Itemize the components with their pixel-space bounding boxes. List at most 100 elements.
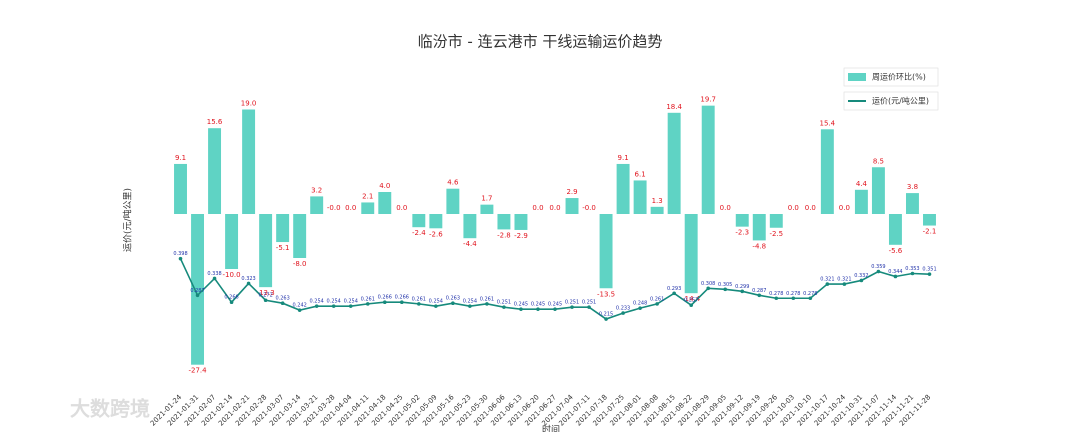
line-point bbox=[246, 281, 251, 286]
line-point bbox=[297, 308, 302, 312]
bar-value-label: -13.3 bbox=[257, 289, 275, 297]
line-value-label: 0.215 bbox=[599, 312, 613, 318]
bar bbox=[225, 214, 239, 269]
line-point bbox=[485, 302, 489, 306]
line-point bbox=[723, 287, 728, 292]
bar-value-label: 0.0 bbox=[788, 204, 799, 212]
line-value-label: 0.245 bbox=[514, 302, 528, 308]
line-point bbox=[774, 296, 779, 301]
line-value-label: 0.251 bbox=[497, 300, 511, 306]
bar-value-label: 0.0 bbox=[345, 204, 356, 212]
line-value-label: 0.299 bbox=[735, 284, 749, 290]
bar-value-label: 4.0 bbox=[379, 182, 390, 190]
bar-value-label: 0.0 bbox=[396, 204, 407, 212]
line-value-label: 0.245 bbox=[531, 302, 545, 308]
line-point bbox=[570, 305, 574, 309]
line-point bbox=[263, 298, 268, 303]
line-point bbox=[927, 272, 932, 276]
line-point bbox=[791, 296, 796, 301]
line-value-label: 0.245 bbox=[548, 302, 562, 308]
line-value-label: 0.261 bbox=[650, 296, 664, 302]
bar-value-label: -2.5 bbox=[769, 230, 783, 238]
bar-value-label: 3.8 bbox=[907, 183, 918, 191]
bar-value-label: -0.0 bbox=[327, 204, 341, 212]
line-point bbox=[893, 274, 898, 279]
bar bbox=[208, 128, 222, 214]
bar-value-label: 0.0 bbox=[720, 204, 731, 212]
line-point bbox=[195, 293, 200, 298]
bar-value-label: 2.1 bbox=[362, 192, 373, 200]
line-value-label: 0.278 bbox=[769, 291, 783, 297]
line-point bbox=[910, 271, 915, 276]
bar bbox=[514, 214, 528, 230]
line-point bbox=[314, 304, 319, 308]
line-point bbox=[348, 304, 353, 308]
line-value-label: 0.257 bbox=[684, 298, 698, 304]
line-value-label: 0.344 bbox=[888, 269, 902, 275]
line-point bbox=[876, 269, 881, 274]
bar bbox=[667, 112, 681, 214]
line-value-label: 0.263 bbox=[275, 296, 289, 302]
line-point bbox=[365, 302, 370, 306]
bar bbox=[242, 109, 256, 214]
bar bbox=[497, 214, 511, 230]
bar-value-label: 9.1 bbox=[175, 154, 186, 162]
bar-value-label: 1.7 bbox=[481, 195, 492, 203]
legend-swatch bbox=[848, 73, 866, 81]
line-value-label: 0.332 bbox=[854, 273, 868, 279]
bar bbox=[888, 214, 902, 245]
line-value-label: 0.359 bbox=[871, 264, 885, 270]
bar bbox=[429, 214, 443, 229]
bar bbox=[310, 196, 324, 214]
legend-box bbox=[843, 67, 939, 87]
line-point bbox=[689, 303, 693, 307]
bar-value-label: 3.2 bbox=[311, 186, 322, 194]
line-value-label: 0.242 bbox=[293, 303, 307, 309]
legend-label: 周运价环比(%) bbox=[872, 72, 926, 82]
bar bbox=[820, 129, 834, 214]
line-value-label: 0.287 bbox=[190, 288, 204, 294]
line-value-label: 0.323 bbox=[241, 276, 255, 282]
bar-value-label: 0.0 bbox=[549, 204, 560, 212]
line-value-label: 0.254 bbox=[327, 299, 341, 305]
bar-value-label: 0.0 bbox=[839, 204, 850, 212]
bar bbox=[259, 214, 273, 288]
chart-title: 临汾市 - 连云港市 干线运输运价趋势 bbox=[418, 33, 663, 51]
line-value-label: 0.261 bbox=[412, 296, 426, 302]
bar-value-label: -27.4 bbox=[188, 367, 207, 375]
bar-value-label: 9.1 bbox=[618, 154, 629, 162]
line-value-label: 0.248 bbox=[633, 301, 647, 307]
bar-value-label: 4.6 bbox=[447, 179, 459, 187]
bar-value-label: 4.4 bbox=[856, 180, 868, 188]
bar bbox=[923, 214, 936, 226]
line-point bbox=[638, 306, 642, 310]
bar bbox=[361, 202, 375, 214]
line-point bbox=[451, 301, 455, 306]
line-point bbox=[842, 282, 847, 286]
line-value-label: 0.278 bbox=[803, 291, 817, 297]
line-point bbox=[331, 304, 336, 308]
bar bbox=[616, 163, 630, 214]
bar bbox=[599, 214, 613, 289]
bar-value-label: -5.6 bbox=[889, 247, 903, 255]
line-point bbox=[229, 300, 234, 305]
line-value-label: 0.278 bbox=[786, 291, 800, 297]
line-point bbox=[536, 307, 540, 311]
line-value-label: 0.251 bbox=[582, 300, 596, 306]
bar-value-label: -2.8 bbox=[497, 231, 511, 239]
bar-value-label: -13.5 bbox=[597, 290, 615, 298]
line-value-label: 0.254 bbox=[310, 299, 324, 305]
line-value-label: 0.351 bbox=[922, 267, 936, 273]
legend-label: 运价(元/吨公里) bbox=[872, 96, 929, 106]
line-point bbox=[672, 291, 676, 296]
bar bbox=[480, 204, 494, 214]
bar-value-label: -2.1 bbox=[923, 228, 937, 236]
line-point bbox=[553, 307, 557, 311]
bar bbox=[276, 214, 290, 243]
bar-value-label: 19.0 bbox=[241, 100, 257, 108]
line-point bbox=[757, 293, 762, 298]
y-axis-title: 运价(元/吨公里) bbox=[122, 188, 134, 252]
line-point bbox=[178, 256, 183, 261]
line-point bbox=[859, 278, 864, 283]
line-value-label: 0.321 bbox=[837, 277, 851, 283]
